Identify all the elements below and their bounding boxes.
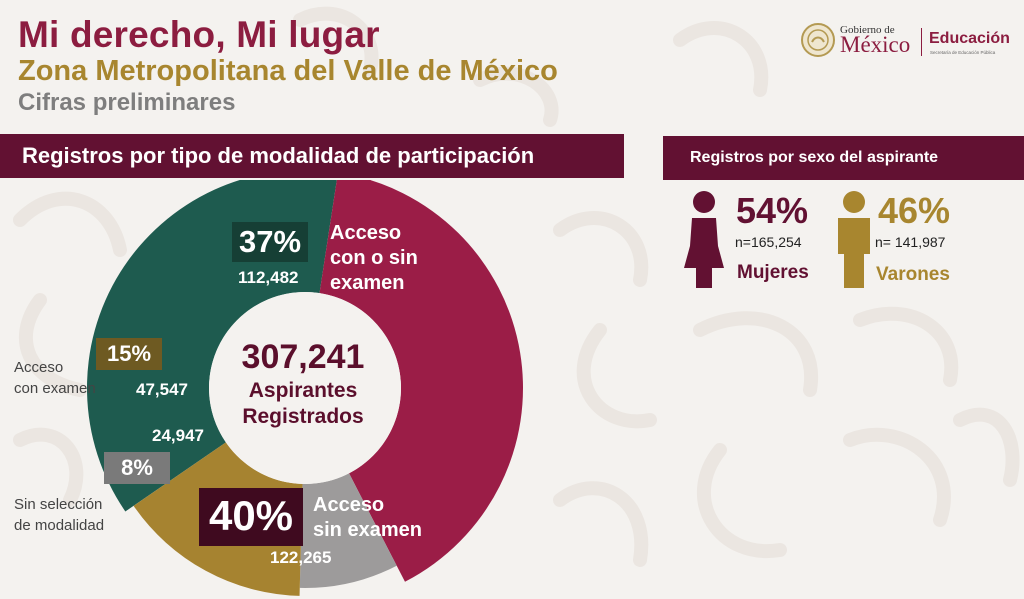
varones-percent: 46% bbox=[878, 190, 951, 231]
page-subtitle: Zona Metropolitana del Valle de México bbox=[18, 55, 558, 87]
man-icon bbox=[838, 191, 870, 288]
donut-slice-acceso-con-o-sin-examen bbox=[87, 180, 337, 512]
slice-label-sin-seleccion: Sin selección de modalidad bbox=[14, 494, 144, 536]
slice-count-acceso-sin-examen: 122,265 bbox=[270, 548, 332, 567]
center-label-line: Aspirantes bbox=[248, 379, 358, 402]
slice-label-line: Acceso bbox=[313, 494, 385, 516]
mujeres-count: n=165,254 bbox=[735, 234, 802, 250]
slice-label-line: Sin selección bbox=[14, 496, 103, 513]
slice-label-line: con examen bbox=[14, 380, 96, 397]
slice-percent-sin-seleccion: 8% bbox=[104, 452, 170, 484]
slice-label-line: de modalidad bbox=[14, 517, 105, 534]
center-total-value: 307,241 bbox=[241, 338, 365, 376]
sex-title-banner: Registros por sexo del aspirante bbox=[663, 136, 1024, 180]
woman-icon bbox=[684, 191, 724, 288]
slice-count-acceso-con-o-sin: 112,482 bbox=[238, 268, 299, 287]
chart-title-banner: Registros por tipo de modalidad de parti… bbox=[0, 134, 624, 178]
page-note: Cifras preliminares bbox=[18, 89, 236, 116]
donut-slice-sin-selecci-n-de-modalidad bbox=[299, 473, 397, 588]
logo-mexico: México bbox=[840, 32, 911, 57]
slice-label-line: sin examen bbox=[313, 519, 422, 541]
slice-count-acceso-con-examen: 47,547 bbox=[136, 380, 188, 399]
mujeres-label: Mujeres bbox=[737, 262, 809, 283]
seal-icon bbox=[801, 23, 835, 57]
mujeres-percent: 54% bbox=[736, 190, 809, 231]
slice-label-line: Acceso bbox=[14, 359, 64, 376]
slice-label-acceso-con-examen: Acceso con examen bbox=[14, 357, 124, 399]
logo-gobierno: Gobierno de bbox=[840, 24, 895, 36]
page-title: Mi derecho, Mi lugar bbox=[18, 14, 380, 55]
varones-count: n= 141,987 bbox=[875, 234, 946, 250]
slice-label-line: con o sin bbox=[330, 247, 418, 269]
slice-percent-acceso-con-examen: 15% bbox=[96, 338, 162, 370]
slice-label-acceso-sin-examen: Acceso sin examen bbox=[313, 493, 463, 543]
slice-label-line: Acceso bbox=[330, 222, 402, 244]
slice-percent-acceso-con-o-sin: 37% bbox=[232, 222, 308, 262]
slice-label-line: examen bbox=[330, 272, 405, 294]
logo-educacion: Educación bbox=[929, 30, 1010, 47]
slice-percent-acceso-sin-examen: 40% bbox=[199, 488, 303, 546]
logo-divider bbox=[921, 28, 922, 56]
varones-label: Varones bbox=[876, 264, 950, 285]
center-label-line: Registrados bbox=[242, 405, 364, 428]
slice-label-acceso-con-o-sin: Acceso con o sin examen bbox=[330, 221, 450, 296]
donut-hole bbox=[209, 292, 401, 484]
center-total-label: Aspirantes Registrados bbox=[198, 378, 408, 430]
slice-count-sin-seleccion: 24,947 bbox=[152, 426, 204, 445]
logo-secretaria: Secretaría de Educación Pública bbox=[930, 50, 996, 55]
donut-slice-acceso-sin-examen bbox=[319, 180, 523, 582]
